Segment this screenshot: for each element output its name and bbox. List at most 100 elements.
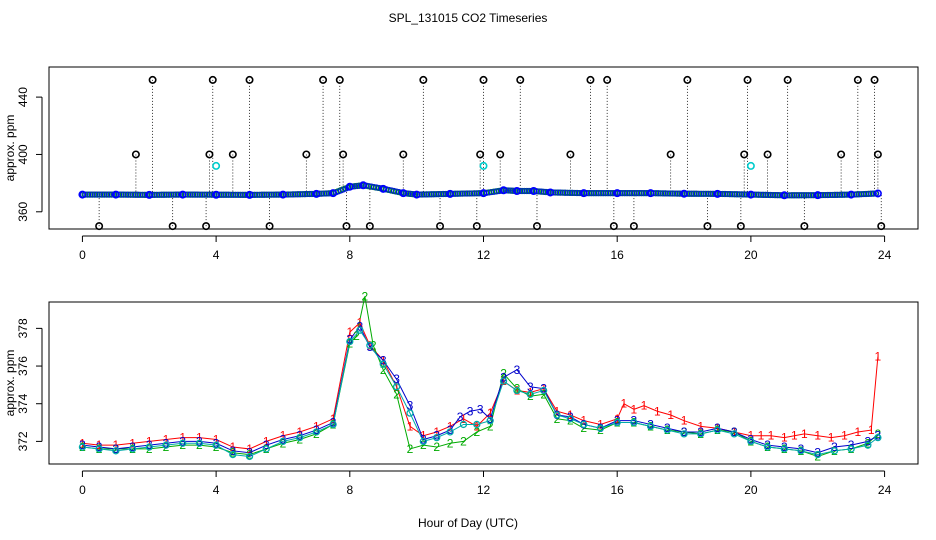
bottom-point-label-2: 2: [296, 433, 303, 447]
bottom-point-label-3: 3: [433, 429, 440, 443]
top-point-000000: [436, 222, 445, 231]
bottom-point-marker: [730, 430, 738, 438]
bottom-point-label-1: 1: [854, 425, 861, 439]
bottom-point-marker: [697, 430, 705, 438]
bottom-point-label-1: 1: [213, 433, 220, 447]
top-x-tick-label: 0: [79, 248, 86, 262]
bottom-point-marker: [566, 415, 575, 423]
bottom-point-label-1: 1: [460, 412, 467, 426]
bottom-point-label-3: 3: [781, 440, 788, 454]
bottom-point-marker: [780, 445, 788, 453]
bottom-x-tick-label: 12: [477, 483, 491, 497]
bottom-point-label-1: 1: [263, 434, 270, 448]
bottom-point-label-1: 1: [828, 431, 835, 445]
top-point-0000ff: [412, 190, 421, 199]
top-point-000000: [763, 150, 772, 159]
bottom-point-label-2: 2: [146, 442, 153, 456]
top-point-0000ff: [646, 189, 655, 198]
bottom-point-marker: [329, 420, 337, 429]
top-point-000000: [736, 222, 745, 231]
bottom-point-marker: [366, 341, 374, 349]
top-point-000000: [853, 75, 862, 84]
bottom-point-label-2: 2: [631, 416, 638, 430]
top-point-000000: [566, 150, 575, 159]
bottom-point-marker: [419, 437, 427, 446]
bottom-point-label-2: 2: [263, 442, 270, 456]
bottom-point-label-2: 2: [514, 382, 521, 396]
bottom-point-label-1: 1: [697, 419, 704, 433]
bottom-point-label-2: 2: [163, 440, 170, 454]
top-x-tick-label: 16: [611, 248, 625, 262]
bottom-point-marker: [630, 418, 638, 427]
top-y-tick-label: 360: [16, 201, 30, 221]
bottom-point-label-1: 1: [346, 325, 353, 339]
bottom-point-label-2: 2: [748, 434, 755, 448]
bottom-point-label-3: 3: [420, 433, 427, 447]
top-point-000000: [472, 222, 481, 231]
bottom-point-label-2: 2: [527, 389, 534, 403]
bottom-point-label-1: 1: [407, 419, 414, 433]
bottom-point-label-1: 1: [801, 427, 808, 441]
bottom-point-marker: [145, 443, 153, 451]
top-point-000000: [877, 222, 886, 231]
bottom-point-label-2: 2: [213, 440, 220, 454]
bottom-point-label-1: 1: [514, 384, 521, 398]
bottom-point-label-1: 1: [146, 434, 153, 448]
top-point-000000: [339, 150, 348, 159]
bottom-point-marker: [513, 386, 521, 395]
bottom-point-label-3: 3: [487, 412, 494, 426]
bottom-point-label-2: 2: [433, 440, 440, 454]
top-point-000000: [168, 222, 177, 231]
top-point-0000ff: [713, 189, 722, 198]
bottom-point-label-3: 3: [146, 438, 153, 452]
top-point-0000ff: [359, 181, 368, 190]
bottom-point-marker: [312, 428, 321, 436]
bottom-point-marker: [486, 417, 494, 425]
top-point-000000: [228, 150, 237, 159]
bottom-point-marker: [433, 433, 441, 442]
bottom-point-marker: [680, 430, 688, 438]
top-plot-frame: [48, 66, 919, 230]
bottom-point-label-1: 1: [731, 425, 738, 439]
bottom-point-marker: [212, 441, 220, 449]
bottom-point-label-1: 1: [163, 433, 170, 447]
bottom-point-label-3: 3: [477, 402, 484, 416]
bottom-point-label-2: 2: [831, 444, 838, 458]
bottom-y-tick-label: 378: [16, 318, 30, 338]
bottom-point-label-3: 3: [196, 434, 203, 448]
top-point-0000ff: [680, 189, 689, 198]
bottom-point-label-3: 3: [447, 423, 454, 437]
top-point-0000ff: [546, 188, 555, 197]
bottom-point-marker: [580, 420, 588, 429]
bottom-point-label-3: 3: [79, 438, 86, 452]
bottom-point-label-2: 2: [781, 442, 788, 456]
bottom-point-label-1: 1: [280, 429, 287, 443]
top-point-000000: [148, 75, 157, 84]
top-point-000000: [265, 222, 274, 231]
bottom-point-label-2: 2: [580, 421, 587, 435]
bottom-point-marker: [392, 383, 401, 391]
top-point-000000: [496, 150, 505, 159]
top-point-00cccc: [212, 161, 221, 170]
top-point-000000: [479, 75, 488, 84]
bottom-point-marker: [763, 443, 772, 451]
bottom-point-label-3: 3: [129, 440, 136, 454]
top-point-000000: [516, 75, 525, 84]
bottom-point-label-1: 1: [330, 412, 337, 426]
bottom-point-label-1: 1: [447, 419, 454, 433]
top-point-0000ff: [111, 190, 120, 199]
bottom-point-label-1: 1: [393, 380, 400, 394]
bottom-point-marker: [112, 447, 120, 455]
bottom-point-label-2: 2: [346, 336, 353, 350]
bottom-point-label-2: 2: [731, 425, 738, 439]
top-point-000000: [419, 75, 428, 84]
bottom-point-marker: [847, 445, 855, 453]
top-point-0000ff: [345, 182, 354, 191]
bottom-point-marker: [346, 337, 354, 346]
top-point-000000: [399, 150, 408, 159]
x-axis-label: Hour of Day (UTC): [418, 516, 518, 530]
bottom-x-tick-label: 0: [79, 483, 86, 497]
bottom-point-label-3: 3: [367, 340, 374, 354]
